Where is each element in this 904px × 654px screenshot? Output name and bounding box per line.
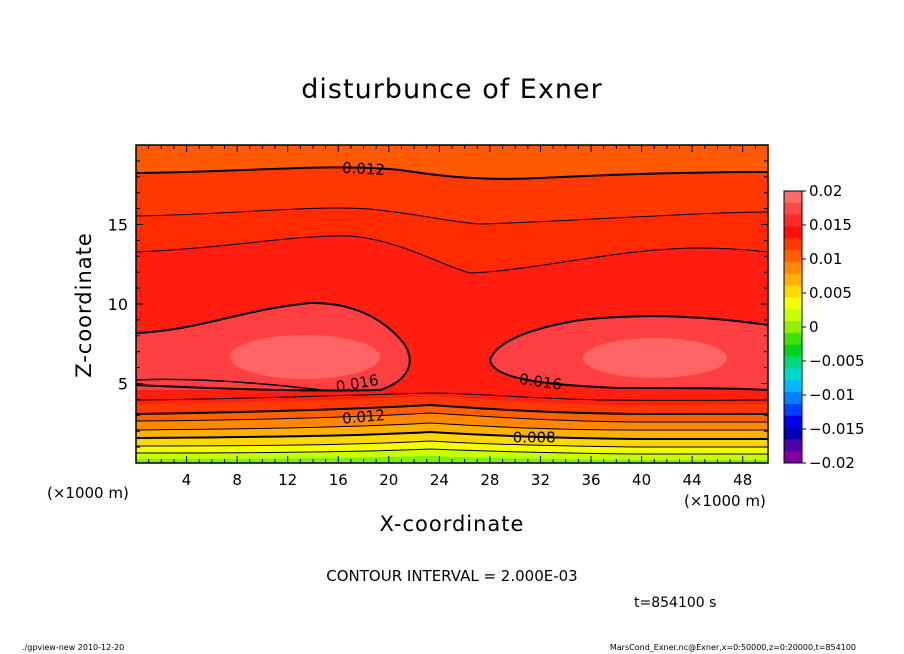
y-tick-label: 5 xyxy=(118,375,128,394)
colorbar-tick-label: −0.015 xyxy=(809,420,865,438)
x-tick-label: 48 xyxy=(733,471,752,489)
colorbar-tick-label: 0.02 xyxy=(809,182,842,200)
colorbar-tick-label: 0.005 xyxy=(809,284,852,302)
time-label: t=854100 s xyxy=(634,595,717,611)
colorbar-segment xyxy=(784,261,802,275)
contour-lines xyxy=(136,166,768,455)
colorbar-tick-label: 0.015 xyxy=(809,216,852,234)
x-tick-label: 44 xyxy=(683,471,702,489)
colorbar-tick-label: −0.005 xyxy=(809,352,865,370)
colorbar-segment xyxy=(784,403,802,417)
colorbar-segment xyxy=(784,332,802,346)
footer-right: MarsCond_Exner.nc@Exner,x=0:50000,z=0:20… xyxy=(609,643,856,652)
colorbar-segment xyxy=(784,226,802,239)
x-tick-label: 24 xyxy=(430,471,449,489)
x-tick-label: 40 xyxy=(632,471,651,489)
colorbar-segment xyxy=(784,415,802,429)
colorbar-segment xyxy=(784,451,802,464)
contour-label-group: 0.008 xyxy=(513,429,556,447)
colorbar-segment xyxy=(784,202,802,216)
x-tick-label: 4 xyxy=(182,471,192,489)
colorbar: 0.02 0.015 0.01 0.005 0 −0.005 −0.01 −0.015 −0.0… xyxy=(783,182,865,472)
contour-label-group: 0.012 xyxy=(342,159,386,179)
x-tick-label: 12 xyxy=(278,471,297,489)
contour-label: 0.012 xyxy=(342,159,386,179)
colorbar-segment xyxy=(784,273,802,287)
colorbar-segment xyxy=(784,250,802,263)
x-axis-label: X-coordinate xyxy=(379,512,525,536)
y-tick-label: 10 xyxy=(108,295,128,314)
colorbar-segment xyxy=(784,191,802,204)
x-tick-label: 20 xyxy=(379,471,398,489)
x-tick-label: 16 xyxy=(329,471,348,489)
contour-label: 0.016 xyxy=(518,370,563,394)
colorbar-tick-label: 0.01 xyxy=(809,250,842,268)
max-left xyxy=(230,335,380,379)
colorbar-segment xyxy=(784,297,802,310)
x-tick-label: 36 xyxy=(581,471,600,489)
colorbar-segment xyxy=(784,309,802,322)
contour-label: 0.008 xyxy=(513,429,556,447)
colorbar-tick-label: −0.01 xyxy=(809,386,855,404)
x-tick-label: 32 xyxy=(531,471,550,489)
colorbar-segment xyxy=(784,214,802,227)
contour-label: 0.012 xyxy=(341,406,385,428)
colorbar-segment xyxy=(784,285,802,298)
y-tick-label: 15 xyxy=(108,216,128,235)
max-right xyxy=(583,338,727,378)
colorbar-segment xyxy=(784,321,802,334)
colorbar-segment xyxy=(784,238,802,251)
colorbar-segment xyxy=(784,439,802,452)
contour-label-group: 0.016 xyxy=(518,370,563,394)
x-unit-left: (×1000 m) xyxy=(47,484,129,502)
contour-interval: CONTOUR INTERVAL = 2.000E-03 xyxy=(326,567,578,585)
colorbar-tick-label: −0.02 xyxy=(809,454,855,472)
colorbar-segment xyxy=(784,427,802,440)
footer-left: ./gpview-new 2010-12-20 xyxy=(22,643,125,652)
x-tick-label: 8 xyxy=(232,471,242,489)
x-tick-label: 28 xyxy=(480,471,499,489)
colorbar-segment xyxy=(784,392,802,405)
colorbar-segment xyxy=(784,356,802,369)
chart-title: disturbunce of Exner xyxy=(301,74,603,105)
x-unit-right: (×1000 m) xyxy=(684,492,766,510)
contour-label-group: 0.012 xyxy=(341,406,385,428)
y-axis-label: Z-coordinate xyxy=(72,232,96,378)
colorbar-segment xyxy=(784,368,802,381)
colorbar-tick-label: 0 xyxy=(809,318,819,336)
colorbar-segment xyxy=(784,380,802,393)
colorbar-segment xyxy=(784,344,802,358)
contour-plot-area xyxy=(136,145,768,463)
